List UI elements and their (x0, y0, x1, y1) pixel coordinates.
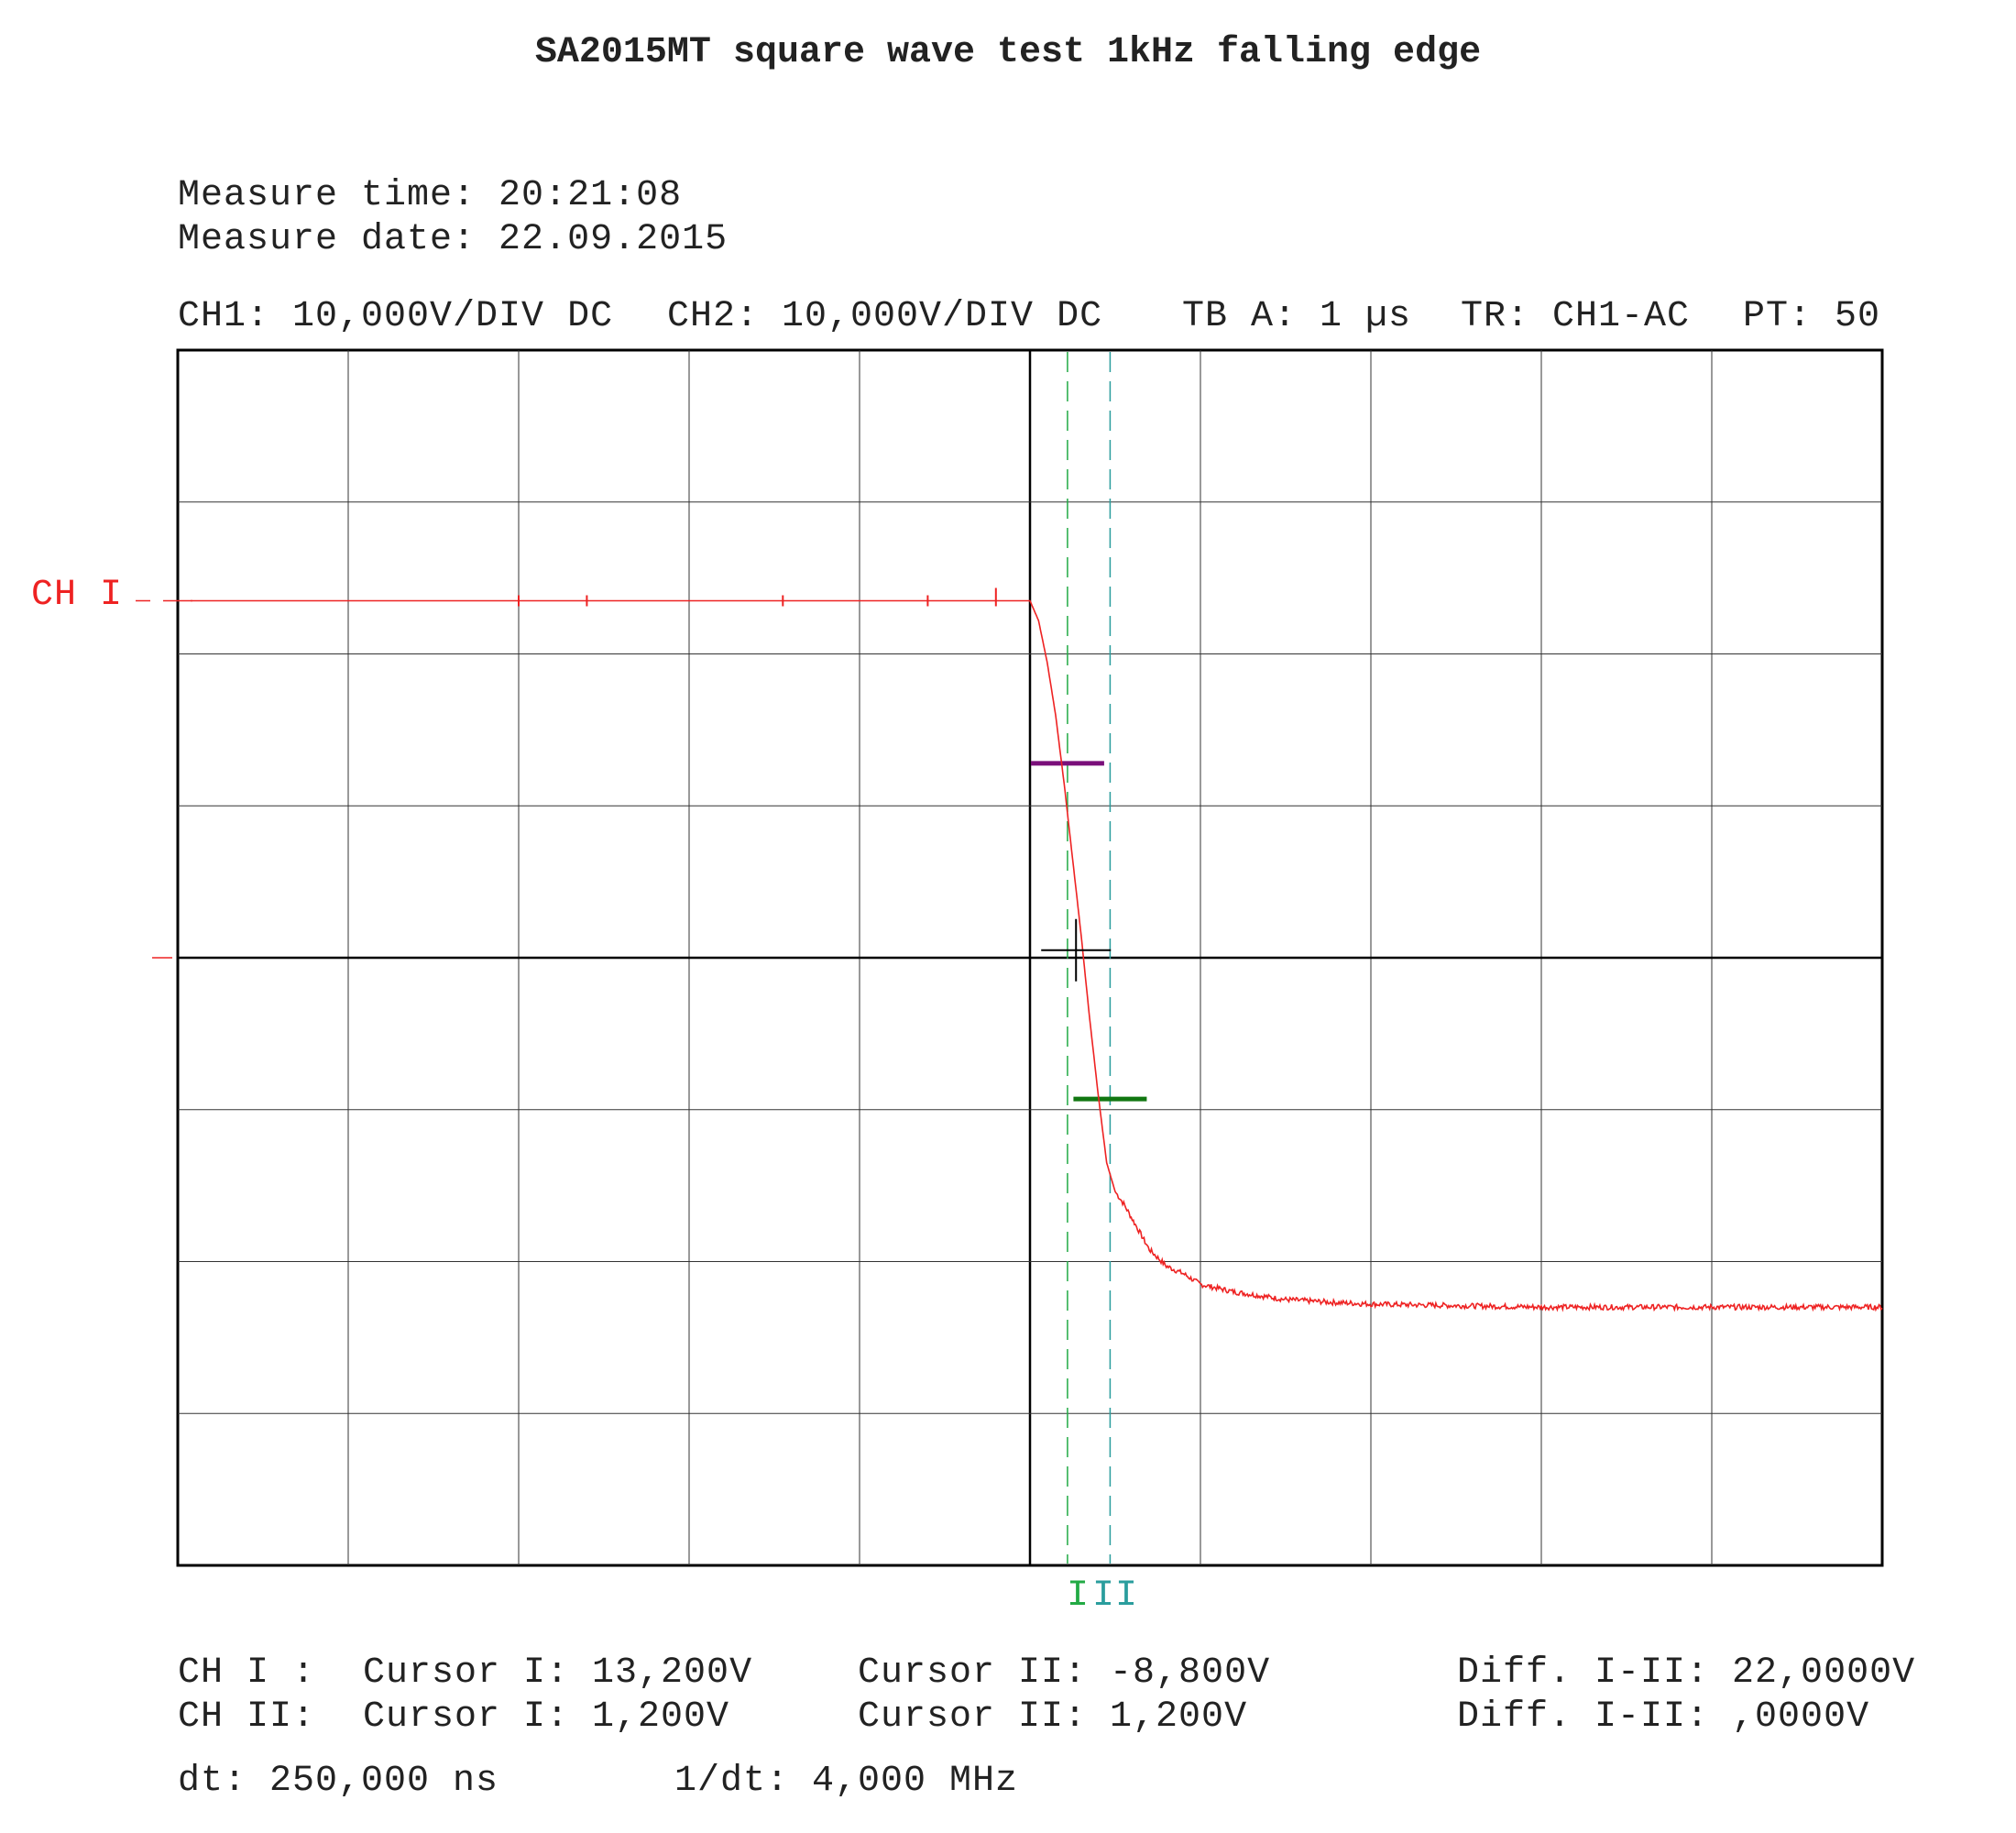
ch1-trace (178, 599, 1883, 1312)
level-markers (1030, 761, 1147, 1102)
crosshair (1041, 918, 1112, 982)
page-title: SA2015MT square wave test 1kHz falling e… (534, 32, 1482, 73)
readout-ch1-cursor2: Cursor II: -8,800V (858, 1652, 1271, 1694)
ch1-setting: CH1: 10,000V/DIV DC (178, 296, 614, 337)
readout-ch2-cursor2: Cursor II: 1,200V (858, 1696, 1248, 1738)
channel-markers (136, 599, 192, 959)
trace-group (178, 587, 1883, 1312)
pt-setting: PT: 50 (1743, 296, 1881, 337)
readout-ch2-cursor1: Cursor I: 1,200V (363, 1696, 730, 1738)
readout-ch2-name: CH II: (178, 1696, 316, 1738)
readout-ch1-cursor1: Cursor I: 13,200V (363, 1652, 753, 1694)
cursor-2-label: II (1092, 1575, 1139, 1617)
readout-dt: dt: 250,000 ns (178, 1761, 499, 1802)
readout-inv-dt: 1/dt: 4,000 MHz (674, 1761, 1019, 1802)
measure-time: Measure time: 20:21:08 (178, 175, 683, 216)
timebase-setting: TB A: 1 µs (1182, 296, 1412, 337)
trigger-setting: TR: CH1-AC (1461, 296, 1691, 337)
ch1-marker-label: CH I (31, 575, 124, 616)
ch2-setting: CH2: 10,000V/DIV DC (667, 296, 1103, 337)
grid (176, 348, 1884, 1567)
cursor-1-label: I (1067, 1575, 1090, 1617)
measure-date: Measure date: 22.09.2015 (178, 219, 729, 260)
readout-ch1-diff: Diff. I-II: 22,0000V (1457, 1652, 1916, 1694)
readout-ch1-name: CH I : (178, 1652, 316, 1694)
cursor-lines (1067, 352, 1112, 1564)
readout-ch2-diff: Diff. I-II: ,0000V (1457, 1696, 1870, 1738)
